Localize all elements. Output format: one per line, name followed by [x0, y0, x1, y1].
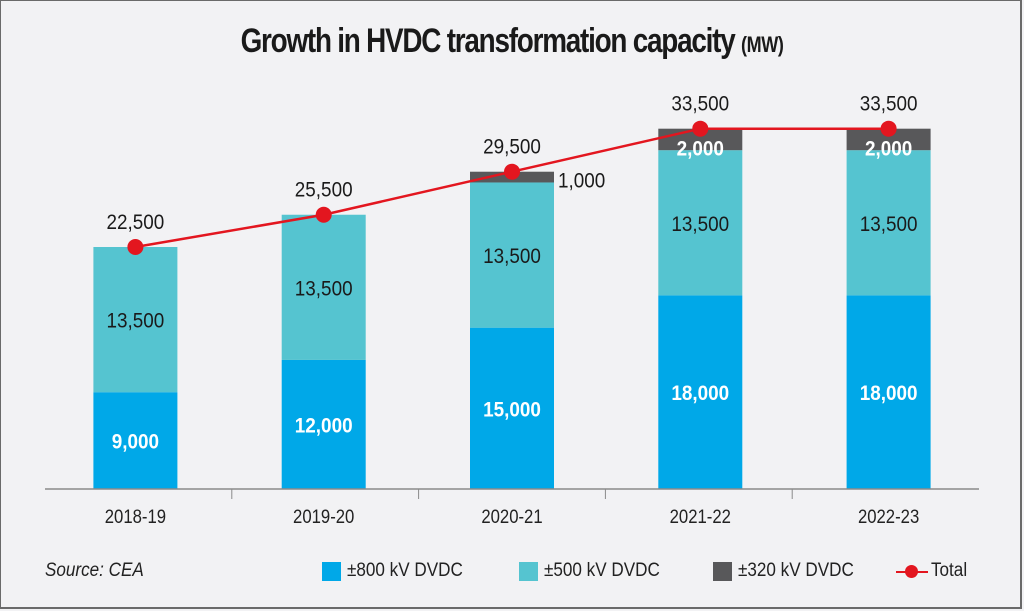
total-value-label: 29,500: [483, 136, 541, 159]
total-value-label: 33,500: [860, 93, 918, 116]
legend-label-total: Total: [931, 560, 968, 581]
total-value-label: 22,500: [107, 211, 165, 234]
legend-item-500kv: ±500 kV DVDC: [519, 560, 673, 582]
bar-value-label: 18,000: [671, 382, 729, 405]
legend-line-marker-icon: [896, 562, 928, 581]
bar-segment: [93, 392, 178, 489]
x-tick-label: 2019-20: [293, 506, 354, 527]
total-point: [692, 120, 709, 137]
legend-label-800kv: ±800 kV DVDC: [347, 560, 463, 581]
bar-value-label: 13,500: [107, 310, 165, 333]
total-point: [315, 206, 332, 223]
bar-value-label: 2,000: [865, 138, 912, 161]
bar-segment: [281, 214, 366, 360]
bar-segment: [470, 182, 554, 328]
bar-value-label: 13,500: [483, 245, 541, 268]
bar-segment: [93, 247, 178, 393]
total-value-label: 33,500: [671, 93, 729, 116]
bar-segment: [658, 295, 743, 489]
chart-title-unit: (MW): [740, 32, 784, 57]
source-note: Source: CEA: [45, 560, 144, 581]
bar-segment: [846, 128, 931, 151]
x-tick-label: 2020-21: [481, 506, 542, 527]
legend-swatch-320kv: [713, 561, 732, 581]
bar-value-label: 13,500: [860, 213, 918, 236]
x-tick-label: 2018-19: [105, 506, 166, 527]
legend-label-500kv: ±500 kV DVDC: [544, 560, 660, 581]
legend-swatch-500kv: [519, 561, 538, 581]
chart-title-text: Growth in HVDC transformation capacity: [240, 22, 736, 60]
legend-item-800kv: ±800 kV DVDC: [322, 560, 476, 582]
bar-value-label: 13,500: [671, 213, 729, 236]
chart-title: Growth in HVDC transformation capacity (…: [92, 22, 932, 61]
bar-value-label: 13,500: [295, 277, 353, 300]
legend-item-total: Total: [896, 560, 971, 582]
bar-value-label: 9,000: [112, 431, 159, 454]
bar-segment: [846, 150, 931, 296]
bar-value-label: 12,000: [295, 415, 353, 438]
x-tick-label: 2021-22: [670, 506, 731, 527]
bar-segment: [846, 295, 931, 489]
x-tick-label: 2022-23: [858, 506, 919, 527]
bar-segment: [658, 150, 743, 296]
legend-item-320kv: ±320 kV DVDC: [713, 560, 867, 582]
bar-value-label: 18,000: [860, 382, 918, 405]
bar-value-label: 2,000: [677, 138, 724, 161]
bar-segment: [470, 327, 554, 489]
total-value-label: 25,500: [295, 179, 353, 202]
bar-value-label: 15,000: [483, 398, 541, 421]
total-point: [127, 239, 144, 255]
total-point: [880, 120, 897, 137]
legend: Source: CEA ±800 kV DVDC ±500 kV DVDC ±3…: [0, 558, 1024, 586]
bar-segment: [281, 359, 366, 489]
bar-value-label: 1,000: [558, 170, 605, 193]
legend-swatch-800kv: [322, 561, 341, 581]
total-point: [504, 163, 520, 180]
legend-label-320kv: ±320 kV DVDC: [738, 560, 854, 581]
